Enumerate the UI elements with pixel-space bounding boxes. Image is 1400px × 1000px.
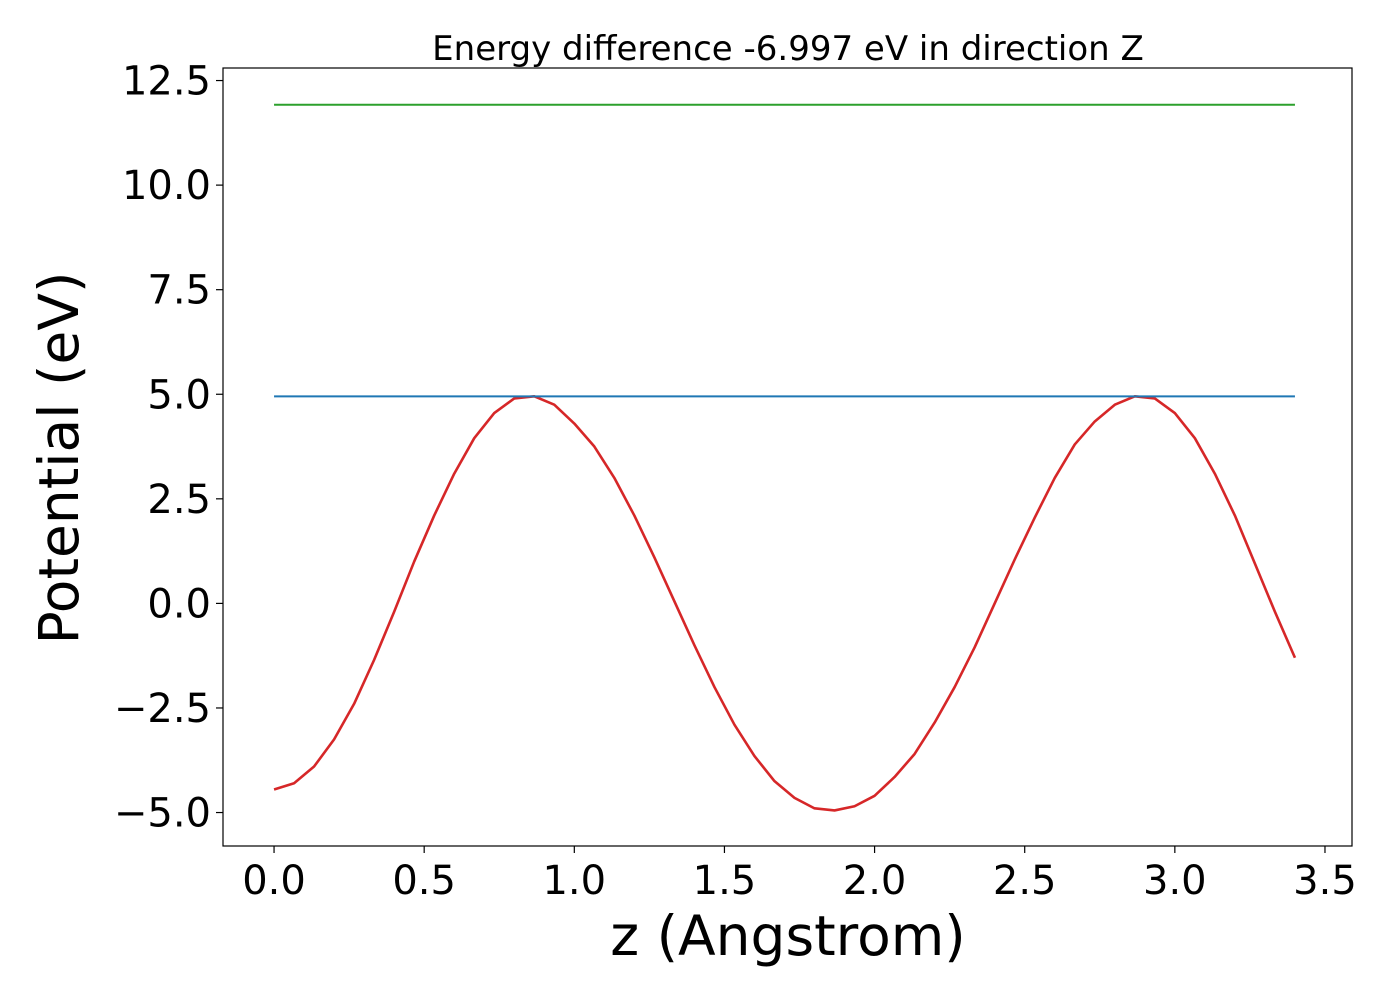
y-tick-label: 5.0 [147, 372, 211, 418]
y-tick-label: 2.5 [147, 477, 211, 523]
x-tick-label: 3.5 [1293, 858, 1357, 904]
y-tick-label: 10.0 [122, 163, 211, 209]
y-tick-label: −5.0 [114, 791, 211, 837]
x-tick-label: 2.0 [843, 858, 907, 904]
x-tick-label: 0.5 [392, 858, 456, 904]
chart-title: Energy difference -6.997 eV in direction… [432, 29, 1144, 69]
x-axis-ticks: 0.0 0.5 1.0 1.5 2.0 2.5 3.0 3.5 [242, 846, 1357, 904]
x-axis-title: z (Angstrom) [610, 904, 966, 968]
x-tick-label: 1.5 [693, 858, 757, 904]
axes-frame [222, 67, 1353, 847]
x-tick-label: 0.0 [242, 858, 306, 904]
x-tick-label: 2.5 [993, 858, 1057, 904]
plot-area [273, 103, 1297, 812]
y-tick-label: 0.0 [147, 581, 211, 627]
y-tick-label: −2.5 [114, 686, 211, 732]
y-tick-label: 12.5 [122, 59, 211, 105]
y-tick-label: 7.5 [147, 268, 211, 314]
y-axis-ticks: −5.0 −2.5 0.0 2.5 5.0 7.5 10.0 12.5 [114, 59, 223, 837]
x-tick-label: 3.0 [1143, 858, 1207, 904]
series-line-0 [273, 395, 1297, 812]
y-axis-title: Potential (eV) [27, 272, 91, 645]
x-tick-label: 1.0 [542, 858, 606, 904]
